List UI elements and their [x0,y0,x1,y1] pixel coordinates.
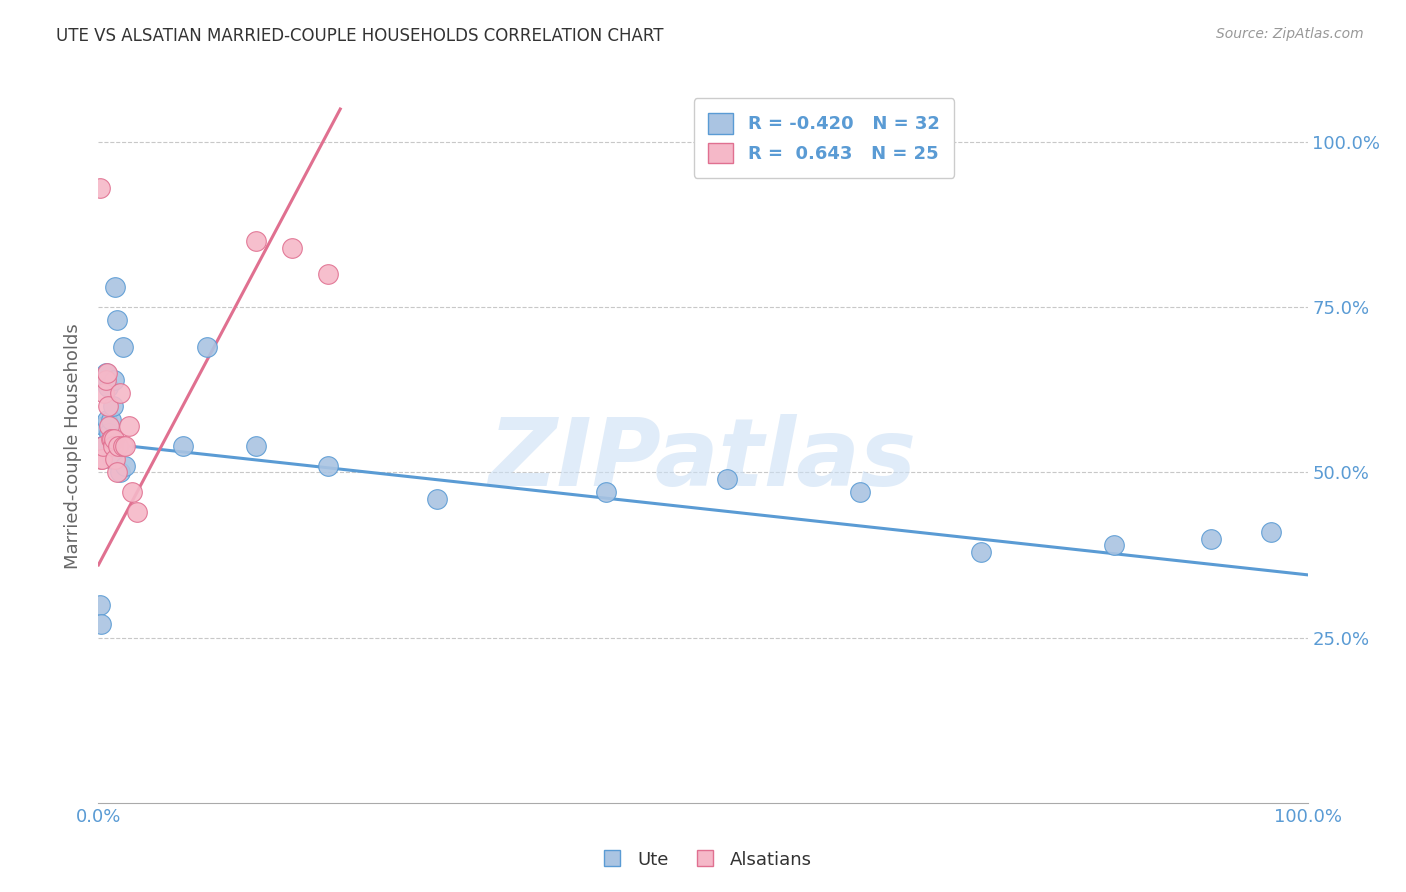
Point [316,267,339,281]
Point [89,598,111,612]
Point [426,491,449,506]
Point [104,452,127,467]
Text: Source: ZipAtlas.com: Source: ZipAtlas.com [1216,27,1364,41]
Point [96,367,118,381]
Point [91,439,114,453]
Point [1199,532,1222,546]
Point [1102,538,1125,552]
Point [118,419,141,434]
Point [98,419,121,434]
Point [100,412,122,426]
Point [90,452,112,467]
Point [105,466,128,480]
Point [100,452,122,467]
Point [98,425,121,440]
Point [91,439,114,453]
Y-axis label: Married-couple Households: Married-couple Households [63,323,82,569]
Point [121,485,143,500]
Point [101,400,124,414]
Point [111,340,134,354]
Point [595,485,617,500]
Point [107,439,129,453]
Point [103,433,125,447]
Point [93,419,115,434]
Point [716,472,738,486]
Point [245,234,267,248]
Point [101,439,124,453]
Point [107,439,129,453]
Point [114,439,136,453]
Point [104,280,127,294]
Point [94,367,117,381]
Text: ZIPatlas: ZIPatlas [489,414,917,507]
Text: UTE VS ALSATIAN MARRIED-COUPLE HOUSEHOLDS CORRELATION CHART: UTE VS ALSATIAN MARRIED-COUPLE HOUSEHOLD… [56,27,664,45]
Point [970,545,993,559]
Point [100,433,122,447]
Point [103,373,125,387]
Point [90,617,112,632]
Legend: Ute, Alsatians: Ute, Alsatians [586,844,820,876]
Point [91,439,114,453]
Point [108,466,131,480]
Point [127,505,149,519]
Point [172,439,194,453]
Point [1260,524,1282,539]
Point [849,485,872,500]
Point [111,439,134,453]
Point [94,373,117,387]
Point [89,181,111,195]
Point [195,340,218,354]
Point [108,386,131,401]
Point [316,458,339,473]
Point [114,458,136,473]
Point [245,439,267,453]
Point [105,313,128,327]
Point [91,373,114,387]
Point [93,386,115,401]
Point [100,433,122,447]
Point [97,379,120,393]
Point [97,400,120,414]
Point [96,412,118,426]
Point [91,452,114,467]
Point [281,241,304,255]
